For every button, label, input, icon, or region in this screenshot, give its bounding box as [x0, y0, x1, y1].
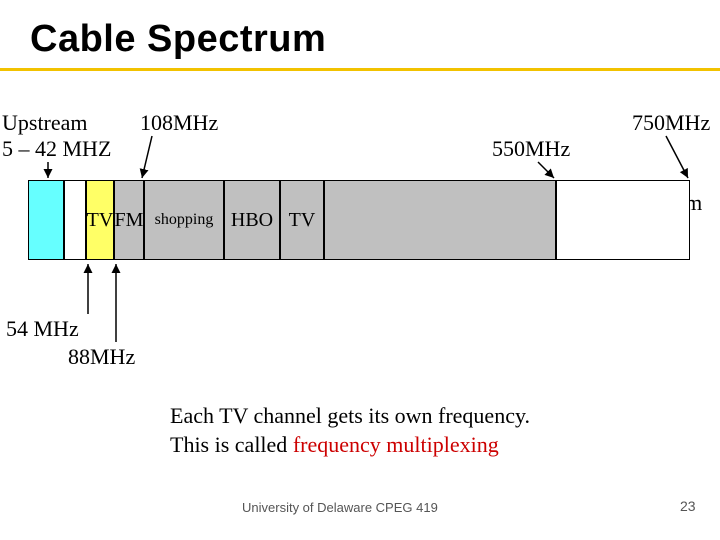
tv-band-2-label: TV [289, 209, 316, 232]
shopping-band-label: shopping [155, 211, 214, 229]
page-title: Cable Spectrum [30, 18, 326, 61]
label-upstream: Upstream 5 – 42 MHZ [2, 110, 111, 163]
gap-band [64, 180, 86, 260]
label-54mhz: 54 MHz [6, 316, 79, 342]
arrow-750 [666, 136, 688, 178]
arrow-108 [142, 136, 152, 178]
caption-line1: Each TV channel gets its own frequency. [170, 403, 530, 428]
mid-gray-band [324, 180, 556, 260]
tv-band-1-label: TV [87, 209, 114, 232]
shopping-band: shopping [144, 180, 224, 260]
caption-line2a: This is called [170, 432, 293, 457]
arrow-550 [538, 162, 554, 178]
tv-band-2: TV [280, 180, 324, 260]
label-upstream-l1: Upstream [2, 110, 88, 135]
hbo-band: HBO [224, 180, 280, 260]
label-108mhz: 108MHz [140, 110, 218, 136]
label-550mhz: 550MHz [492, 136, 570, 162]
label-750mhz: 750MHz [632, 110, 710, 136]
caption-line2b: frequency multiplexing [293, 432, 499, 457]
label-88mhz: 88MHz [68, 344, 135, 370]
tv-band-1: TV [86, 180, 114, 260]
footer: University of Delaware CPEG 419 [242, 500, 438, 515]
fm-band: FM [114, 180, 144, 260]
hbo-band-label: HBO [231, 209, 273, 232]
fm-band-label: FM [115, 209, 144, 232]
downstream-band [556, 180, 690, 260]
title-underline [0, 68, 720, 71]
caption: Each TV channel gets its own frequency. … [170, 402, 530, 459]
label-upstream-l2: 5 – 42 MHZ [2, 136, 111, 161]
upstream-band [28, 180, 64, 260]
page-number: 23 [680, 498, 696, 514]
